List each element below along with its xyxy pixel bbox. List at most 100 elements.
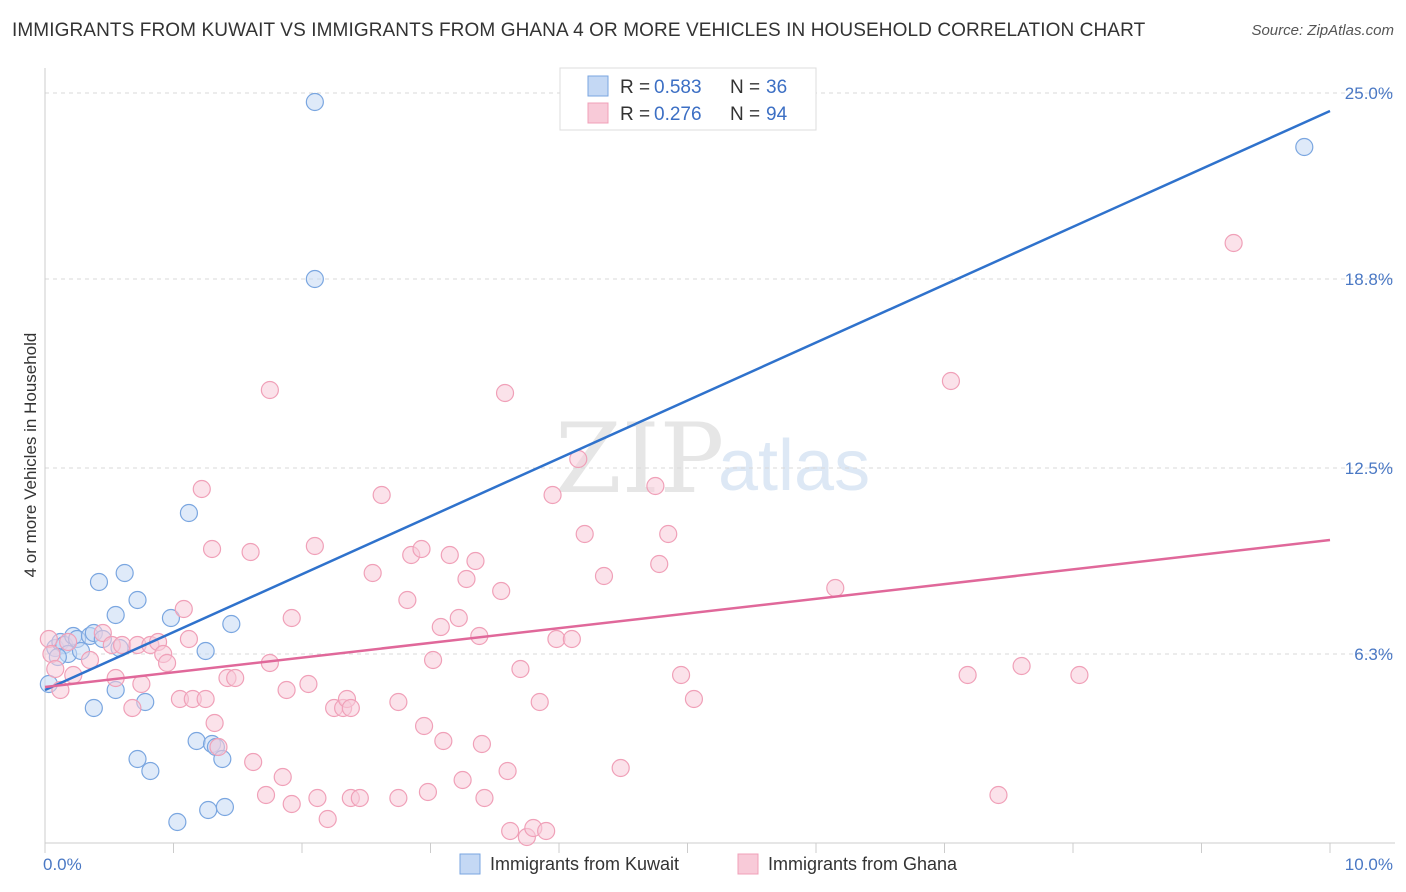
point-ghana-4 [59, 632, 78, 652]
point-kuwait-28 [168, 812, 187, 832]
legend-n-label-ghana: N = [730, 104, 760, 125]
point-ghana-92 [989, 785, 1008, 805]
point-ghana-93 [1012, 656, 1031, 676]
bottom-legend-swatch-ghana [737, 853, 759, 875]
point-ghana-54 [412, 539, 431, 559]
point-ghana-30 [244, 752, 263, 772]
point-ghana-66 [472, 734, 491, 754]
point-ghana-52 [398, 590, 417, 610]
legend-n-value-kuwait: 36 [766, 77, 787, 98]
point-ghana-62 [453, 770, 472, 790]
point-ghana-77 [543, 485, 562, 505]
chart-title: IMMIGRANTS FROM KUWAIT VS IMMIGRANTS FRO… [12, 20, 1146, 41]
point-ghana-68 [492, 581, 511, 601]
point-ghana-71 [501, 821, 520, 841]
bottom-legend-label-kuwait: Immigrants from Kuwait [490, 854, 679, 874]
legend-r-value-ghana: 0.276 [654, 104, 702, 125]
point-ghana-34 [273, 767, 292, 787]
point-kuwait-17 [222, 614, 241, 634]
legend-n-value-ghana: 94 [766, 104, 788, 125]
legend-r-label-ghana: R = [620, 104, 650, 125]
point-ghana-40 [308, 788, 327, 808]
bottom-legend: Immigrants from Kuwait Immigrants from G… [459, 853, 958, 875]
point-ghana-89 [826, 578, 845, 598]
watermark-atlas: atlas [718, 426, 870, 506]
point-kuwait-14 [106, 605, 125, 625]
point-ghana-39 [305, 536, 324, 556]
point-ghana-2 [46, 659, 65, 679]
point-ghana-73 [511, 659, 530, 679]
point-ghana-29 [241, 542, 260, 562]
point-kuwait-16 [179, 503, 199, 523]
point-ghana-60 [440, 545, 459, 565]
point-ghana-28 [226, 668, 245, 688]
legend-swatch-kuwait [587, 75, 609, 97]
trend-lines [44, 109, 1331, 692]
point-ghana-0 [39, 629, 58, 649]
point-ghana-13 [132, 674, 151, 694]
y-tick-label-1: 12.5% [1345, 459, 1393, 478]
point-ghana-25 [205, 713, 224, 733]
series-ghana-points [39, 233, 1243, 847]
point-kuwait-33 [1295, 137, 1314, 157]
trend-line-ghana [44, 538, 1331, 689]
point-ghana-75 [530, 692, 549, 712]
point-ghana-84 [646, 476, 665, 496]
point-ghana-55 [414, 716, 434, 736]
point-ghana-48 [363, 563, 382, 583]
point-kuwait-24 [187, 731, 206, 751]
y-axis-ticks: 6.3% 12.5% 18.8% 25.0% [1345, 84, 1393, 664]
point-ghana-70 [498, 761, 517, 781]
point-kuwait-30 [215, 797, 234, 817]
point-ghana-47 [350, 788, 369, 808]
legend-swatch-ghana [587, 102, 609, 124]
point-ghana-38 [299, 674, 318, 694]
point-ghana-1 [42, 644, 61, 664]
top-legend: R = 0.583 N = 36 R = 0.276 N = 94 [559, 67, 817, 131]
watermark: ZIP atlas [555, 403, 870, 515]
point-ghana-63 [457, 569, 476, 589]
point-ghana-50 [389, 692, 408, 712]
point-ghana-90 [941, 371, 961, 391]
point-ghana-95 [1224, 233, 1243, 253]
point-ghana-49 [372, 485, 391, 505]
x-axis-ticks: 0.0% 10.0% [43, 855, 1393, 874]
y-tick-label-0: 6.3% [1354, 645, 1393, 664]
y-axis-label: 4 or more Vehicles in Household [21, 333, 40, 578]
point-ghana-36 [282, 794, 301, 814]
point-ghana-51 [389, 788, 408, 808]
source-credit: Source: ZipAtlas.com [1251, 22, 1394, 39]
point-kuwait-22 [128, 749, 147, 769]
point-kuwait-29 [199, 800, 218, 820]
point-ghana-20 [179, 629, 199, 649]
point-ghana-37 [282, 608, 301, 628]
point-ghana-87 [671, 665, 691, 685]
point-ghana-94 [1070, 665, 1089, 685]
point-ghana-26 [209, 737, 228, 757]
point-kuwait-18 [196, 641, 215, 661]
point-kuwait-31 [305, 269, 324, 289]
trend-line-kuwait [44, 109, 1331, 692]
point-ghana-64 [466, 551, 485, 571]
point-ghana-79 [562, 629, 581, 649]
point-ghana-24 [202, 539, 222, 559]
point-ghana-83 [611, 758, 630, 778]
point-ghana-41 [318, 809, 337, 829]
point-ghana-11 [123, 698, 142, 718]
point-ghana-33 [260, 380, 279, 400]
point-ghana-45 [341, 698, 360, 718]
point-kuwait-23 [141, 761, 160, 781]
point-ghana-88 [684, 689, 704, 709]
x-tick-label-1: 10.0% [1345, 855, 1393, 874]
bottom-legend-swatch-kuwait [459, 853, 481, 875]
legend-r-label-kuwait: R = [620, 77, 650, 98]
point-ghana-22 [192, 479, 211, 499]
point-kuwait-12 [115, 563, 134, 583]
point-ghana-59 [434, 731, 453, 751]
x-tick-label-0: 0.0% [43, 855, 82, 874]
y-tick-label-3: 25.0% [1345, 84, 1393, 103]
point-ghana-69 [495, 383, 515, 403]
point-ghana-57 [423, 650, 443, 670]
point-ghana-78 [547, 629, 566, 649]
point-ghana-82 [594, 566, 614, 586]
